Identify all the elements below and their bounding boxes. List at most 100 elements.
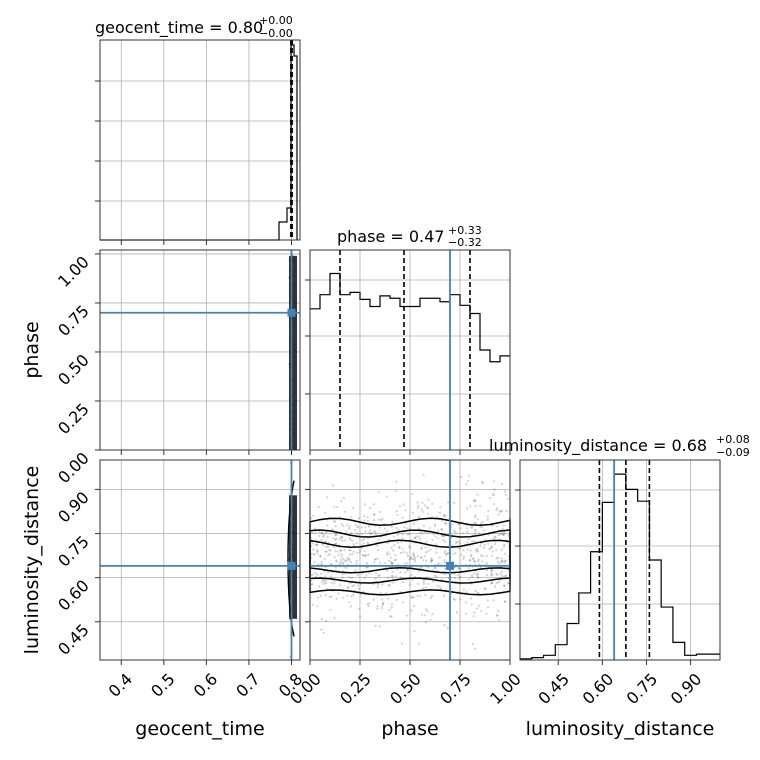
lumdist-phase-sample-point bbox=[493, 488, 496, 491]
lumdist-phase-sample-point bbox=[499, 572, 502, 575]
lumdist-phase-sample-point bbox=[366, 542, 369, 545]
lumdist-phase-sample-point bbox=[474, 514, 477, 517]
lumdist-phase-sample-point bbox=[424, 593, 427, 597]
lumdist-phase-sample-point bbox=[467, 567, 470, 570]
lumdist-phase-sample-point bbox=[322, 582, 325, 586]
lumdist-phase-sample-point bbox=[477, 558, 480, 561]
lumdist-phase-sample-point bbox=[321, 531, 324, 534]
lumdist-phase-sample-point bbox=[393, 544, 396, 547]
lumdist-phase-sample-point bbox=[403, 571, 407, 574]
lumdist-phase-sample-point bbox=[316, 596, 319, 599]
lumdist-phase-sample-point bbox=[330, 575, 333, 578]
lumdist-phase-sample-point bbox=[444, 549, 447, 553]
lumdist-phase-sample-point bbox=[495, 508, 498, 512]
lumdist-phase-sample-point bbox=[317, 505, 320, 509]
lumdist-phase-sample-point bbox=[316, 550, 319, 553]
lumdist-phase-sample-point bbox=[390, 615, 393, 618]
lumdist-phase-sample-point bbox=[409, 557, 413, 560]
lumdist-phase-sample-point bbox=[316, 573, 319, 576]
lumdist-phase-sample-point bbox=[402, 580, 405, 584]
lumdist-phase-sample-point bbox=[350, 595, 353, 598]
lumdist-phase-sample-point bbox=[470, 574, 474, 577]
lumdist-phase-sample-point bbox=[381, 602, 384, 605]
lumdist-phase-sample-point bbox=[434, 543, 438, 546]
lumdist-phase-sample-point bbox=[408, 558, 411, 561]
lumdist-phase-sample-point bbox=[357, 517, 360, 520]
lumdist-phase-sample-point bbox=[480, 610, 483, 613]
lumdist-geocent-truth-marker bbox=[287, 561, 296, 570]
lumdist-phase-sample-point bbox=[424, 551, 427, 554]
lumdist-phase-sample-point bbox=[474, 647, 477, 650]
lumdist-phase-sample-point bbox=[443, 552, 446, 555]
lumdist-phase-sample-point bbox=[486, 568, 489, 572]
lumdist-phase-sample-point bbox=[429, 548, 432, 551]
lumdist-phase-sample-point bbox=[465, 601, 468, 604]
lumdist-phase-sample-point bbox=[345, 560, 348, 563]
lumdist-phase-sample-point bbox=[447, 501, 450, 504]
tick-label-phase-y: 0.00 bbox=[54, 448, 93, 487]
lumdist-phase-sample-point bbox=[435, 575, 438, 578]
lumdist-phase-sample-point bbox=[311, 582, 314, 586]
lumdist-phase-sample-point bbox=[484, 587, 487, 590]
lumdist-phase-sample-point bbox=[470, 603, 473, 606]
lumdist-phase-sample-point bbox=[458, 542, 461, 545]
lumdist-phase-sample-point bbox=[465, 612, 468, 615]
lumdist-phase-sample-point bbox=[374, 577, 377, 580]
lumdist-phase-sample-point bbox=[326, 535, 329, 538]
lumdist-phase-sample-point bbox=[420, 547, 423, 551]
lumdist-phase-sample-point bbox=[459, 598, 462, 601]
lumdist-phase-sample-point bbox=[420, 566, 423, 569]
lumdist-phase-sample-point bbox=[333, 546, 336, 549]
lumdist-phase-sample-point bbox=[332, 537, 335, 540]
lumdist-phase-sample-point bbox=[380, 606, 383, 610]
lumdist-phase-sample-point bbox=[471, 575, 474, 579]
title-luminosity-distance-minus: −0.09 bbox=[716, 446, 750, 459]
lumdist-phase-sample-point bbox=[458, 547, 461, 550]
lumdist-phase-sample-point bbox=[423, 524, 426, 528]
lumdist-phase-sample-point bbox=[425, 559, 428, 562]
lumdist-phase-sample-point bbox=[502, 533, 505, 536]
lumdist-phase-sample-point bbox=[321, 543, 325, 547]
lumdist-phase-sample-point bbox=[424, 546, 427, 549]
lumdist-phase-sample-point bbox=[454, 551, 457, 555]
lumdist-phase-sample-point bbox=[500, 509, 504, 512]
lumdist-phase-sample-point bbox=[365, 574, 368, 577]
lumdist-phase-sample-point bbox=[480, 526, 483, 529]
lumdist-phase-sample-point bbox=[496, 507, 499, 510]
lumdist-phase-sample-point bbox=[440, 528, 443, 531]
lumdist-phase-sample-point bbox=[395, 480, 398, 483]
lumdist-phase-sample-point bbox=[315, 549, 319, 552]
lumdist-phase-sample-point bbox=[347, 586, 350, 589]
lumdist-phase-sample-point bbox=[503, 552, 506, 556]
luminosity-distance-histogram-step bbox=[520, 473, 720, 660]
lumdist-phase-sample-point bbox=[468, 474, 471, 477]
lumdist-phase-sample-point bbox=[351, 585, 354, 588]
lumdist-phase-sample-point bbox=[327, 554, 330, 557]
lumdist-phase-sample-point bbox=[453, 530, 456, 533]
lumdist-phase-sample-point bbox=[444, 515, 447, 518]
lumdist-phase-sample-point bbox=[376, 583, 379, 586]
lumdist-phase-sample-point bbox=[345, 530, 348, 533]
lumdist-phase-sample-point bbox=[366, 519, 369, 522]
lumdist-phase-sample-point bbox=[333, 520, 336, 523]
lumdist-phase-sample-point bbox=[376, 607, 379, 610]
lumdist-phase-sample-point bbox=[373, 513, 376, 516]
lumdist-phase-sample-point bbox=[320, 560, 323, 563]
geocent-time-histogram-panel bbox=[95, 39, 301, 245]
lumdist-phase-sample-point bbox=[482, 546, 485, 549]
lumdist-phase-sample-point bbox=[430, 559, 434, 562]
lumdist-phase-sample-point bbox=[363, 576, 366, 579]
tick-labels: 0.4 0.5 0.6 0.7 0.80.00 0.25 0.50 0.75 1.00 0.45 0… bbox=[54, 252, 705, 708]
lumdist-phase-sample-point bbox=[391, 520, 394, 524]
lumdist-phase-sample-point bbox=[363, 503, 367, 506]
title-luminosity-distance-plus: +0.08 bbox=[716, 433, 750, 446]
lumdist-phase-sample-point bbox=[391, 562, 394, 565]
lumdist-phase-sample-point bbox=[444, 553, 448, 556]
lumdist-phase-sample-point bbox=[443, 573, 446, 576]
lumdist-phase-sample-point bbox=[424, 586, 427, 589]
lumdist-phase-sample-point bbox=[498, 619, 501, 622]
lumdist-phase-sample-point bbox=[465, 591, 468, 594]
lumdist-phase-sample-point bbox=[473, 521, 476, 525]
lumdist-phase-sample-point bbox=[363, 519, 366, 522]
lumdist-phase-sample-point bbox=[336, 506, 339, 509]
